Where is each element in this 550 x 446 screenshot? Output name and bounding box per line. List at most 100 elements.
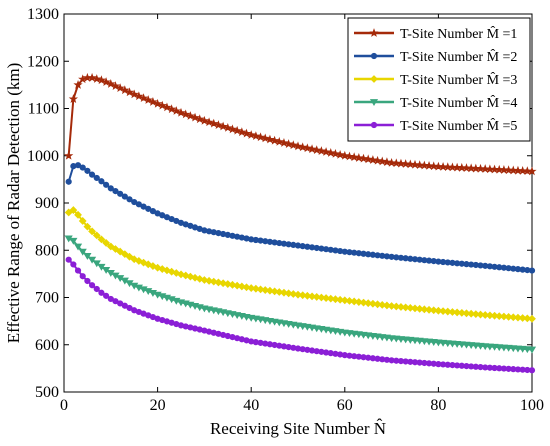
legend-label: T-Site Number M̂ =5 (400, 117, 517, 134)
data-point (92, 231, 101, 240)
data-point (312, 145, 322, 155)
data-point (354, 298, 363, 306)
y-tick-label: 1200 (27, 53, 59, 70)
y-tick-label: 1300 (27, 6, 59, 23)
data-point (167, 104, 177, 114)
data-point (241, 128, 252, 138)
y-tick-label: 800 (35, 242, 59, 259)
data-point (88, 171, 96, 178)
data-point (204, 117, 214, 127)
data-point (139, 258, 148, 267)
data-point (103, 181, 110, 188)
data-point (83, 222, 92, 231)
data-point (411, 304, 419, 313)
data-point (255, 132, 266, 142)
data-point (78, 248, 87, 256)
data-point (93, 285, 100, 293)
data-point (302, 143, 312, 153)
data-point (120, 250, 129, 259)
data-point (378, 300, 387, 309)
data-point (251, 284, 260, 293)
data-point (97, 235, 106, 244)
data-point (111, 245, 120, 253)
data-point (368, 155, 378, 164)
data-point (83, 253, 92, 260)
series-5 (65, 256, 536, 374)
data-point (370, 121, 378, 129)
data-point (120, 85, 130, 95)
data-point (214, 278, 223, 287)
data-point (107, 185, 114, 192)
data-point (134, 91, 144, 101)
data-point (344, 151, 355, 161)
data-point (289, 290, 298, 298)
data-point (509, 313, 518, 322)
data-point (312, 293, 321, 301)
y-tick-label: 500 (35, 384, 59, 401)
legend: T-Site Number M̂ =1 T-Site Number M̂ =2 T-… (347, 17, 531, 142)
data-point (303, 291, 312, 300)
data-point (298, 291, 307, 300)
data-point (434, 306, 443, 315)
data-point (106, 242, 115, 251)
data-point (406, 303, 415, 312)
data-point (308, 292, 316, 301)
x-tick-label: 80 (430, 397, 446, 414)
data-point (68, 94, 78, 103)
data-point (349, 152, 359, 162)
x-tick-label: 40 (243, 397, 259, 414)
data-point (322, 294, 330, 302)
data-point (387, 302, 396, 310)
data-point (377, 156, 387, 166)
data-point (125, 252, 134, 261)
data-point (363, 154, 373, 164)
data-point (115, 83, 125, 93)
data-point (481, 311, 490, 319)
data-point (218, 121, 228, 131)
data-point (117, 190, 124, 197)
data-point (185, 111, 195, 120)
data-point (126, 196, 133, 203)
series-layer (64, 72, 537, 374)
data-point (69, 206, 78, 214)
data-point (495, 312, 504, 321)
data-point (124, 87, 135, 97)
legend-label: T-Site Number M̂ =3 (400, 71, 517, 88)
data-point (340, 150, 350, 160)
data-point (138, 93, 149, 103)
data-point (247, 284, 256, 292)
data-point (504, 312, 513, 321)
data-point (87, 72, 97, 82)
data-point (74, 210, 82, 219)
y-tick-label: 1100 (28, 101, 59, 118)
data-point (237, 127, 247, 137)
data-point (467, 309, 476, 318)
series-line (67, 164, 533, 272)
data-point (270, 287, 279, 296)
data-point (397, 303, 405, 311)
legend-item: T-Site Number M̂ =2 (354, 48, 517, 65)
data-point (148, 97, 158, 106)
data-point (74, 267, 82, 274)
series-3 (64, 206, 536, 323)
data-point (471, 310, 480, 319)
data-point (369, 28, 379, 37)
data-point (462, 309, 471, 318)
data-point (321, 147, 331, 156)
y-axis-label: Effective Range of Radar Detection (km) (4, 63, 23, 344)
data-point (88, 227, 96, 236)
data-point (79, 164, 86, 171)
data-point (74, 162, 82, 169)
legend-label: T-Site Number M̂ =2 (400, 48, 517, 65)
data-point (275, 288, 284, 296)
x-tick-label: 20 (150, 397, 166, 414)
data-point (64, 150, 74, 160)
data-point (364, 299, 373, 308)
data-point (528, 267, 536, 274)
x-tick-label: 60 (337, 397, 353, 414)
data-point (345, 296, 354, 305)
data-point (199, 115, 210, 125)
legend-item: T-Site Number M̂ =3 (354, 71, 517, 88)
data-point (370, 52, 378, 60)
data-point (340, 296, 349, 305)
